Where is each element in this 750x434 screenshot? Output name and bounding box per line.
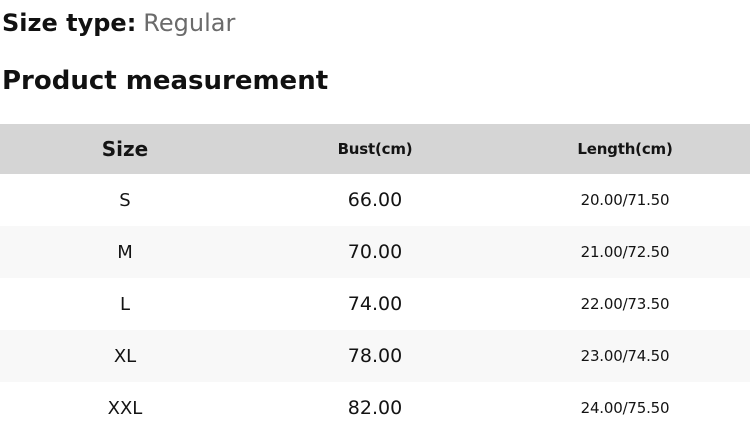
size-type-value: Regular (143, 9, 236, 37)
section-title: Product measurement (2, 66, 329, 96)
cell-size: XXL (107, 397, 143, 419)
column-header-bust: Bust(cm) (337, 140, 413, 158)
size-type-line: Size type: Regular (0, 0, 750, 37)
cell-length: 20.00/71.50 (580, 191, 670, 209)
table-row: XL 78.00 23.00/74.50 (0, 330, 750, 382)
cell-length: 23.00/74.50 (580, 347, 670, 365)
cell-bust: 70.00 (347, 241, 403, 263)
cell-bust: 82.00 (347, 397, 403, 419)
cell-bust: 74.00 (347, 293, 403, 315)
cell-bust: 78.00 (347, 345, 403, 367)
cell-length: 22.00/73.50 (580, 295, 670, 313)
table-header-row: Size Bust(cm) Length(cm) (0, 124, 750, 174)
table-row: S 66.00 20.00/71.50 (0, 174, 750, 226)
cell-size: L (119, 293, 131, 315)
cell-length: 21.00/72.50 (580, 243, 670, 261)
size-type-label: Size type: (2, 9, 137, 37)
table-row: XXL 82.00 24.00/75.50 (0, 382, 750, 434)
cell-size: XL (113, 345, 137, 367)
table-row: M 70.00 21.00/72.50 (0, 226, 750, 278)
cell-length: 24.00/75.50 (580, 399, 670, 417)
cell-size: S (119, 189, 131, 211)
measurement-table: Size Bust(cm) Length(cm) S 66.00 20.00/7… (0, 124, 750, 434)
column-header-length: Length(cm) (577, 140, 673, 158)
column-header-size: Size (101, 137, 149, 161)
cell-size: M (117, 241, 133, 263)
cell-bust: 66.00 (347, 189, 403, 211)
table-row: L 74.00 22.00/73.50 (0, 278, 750, 330)
